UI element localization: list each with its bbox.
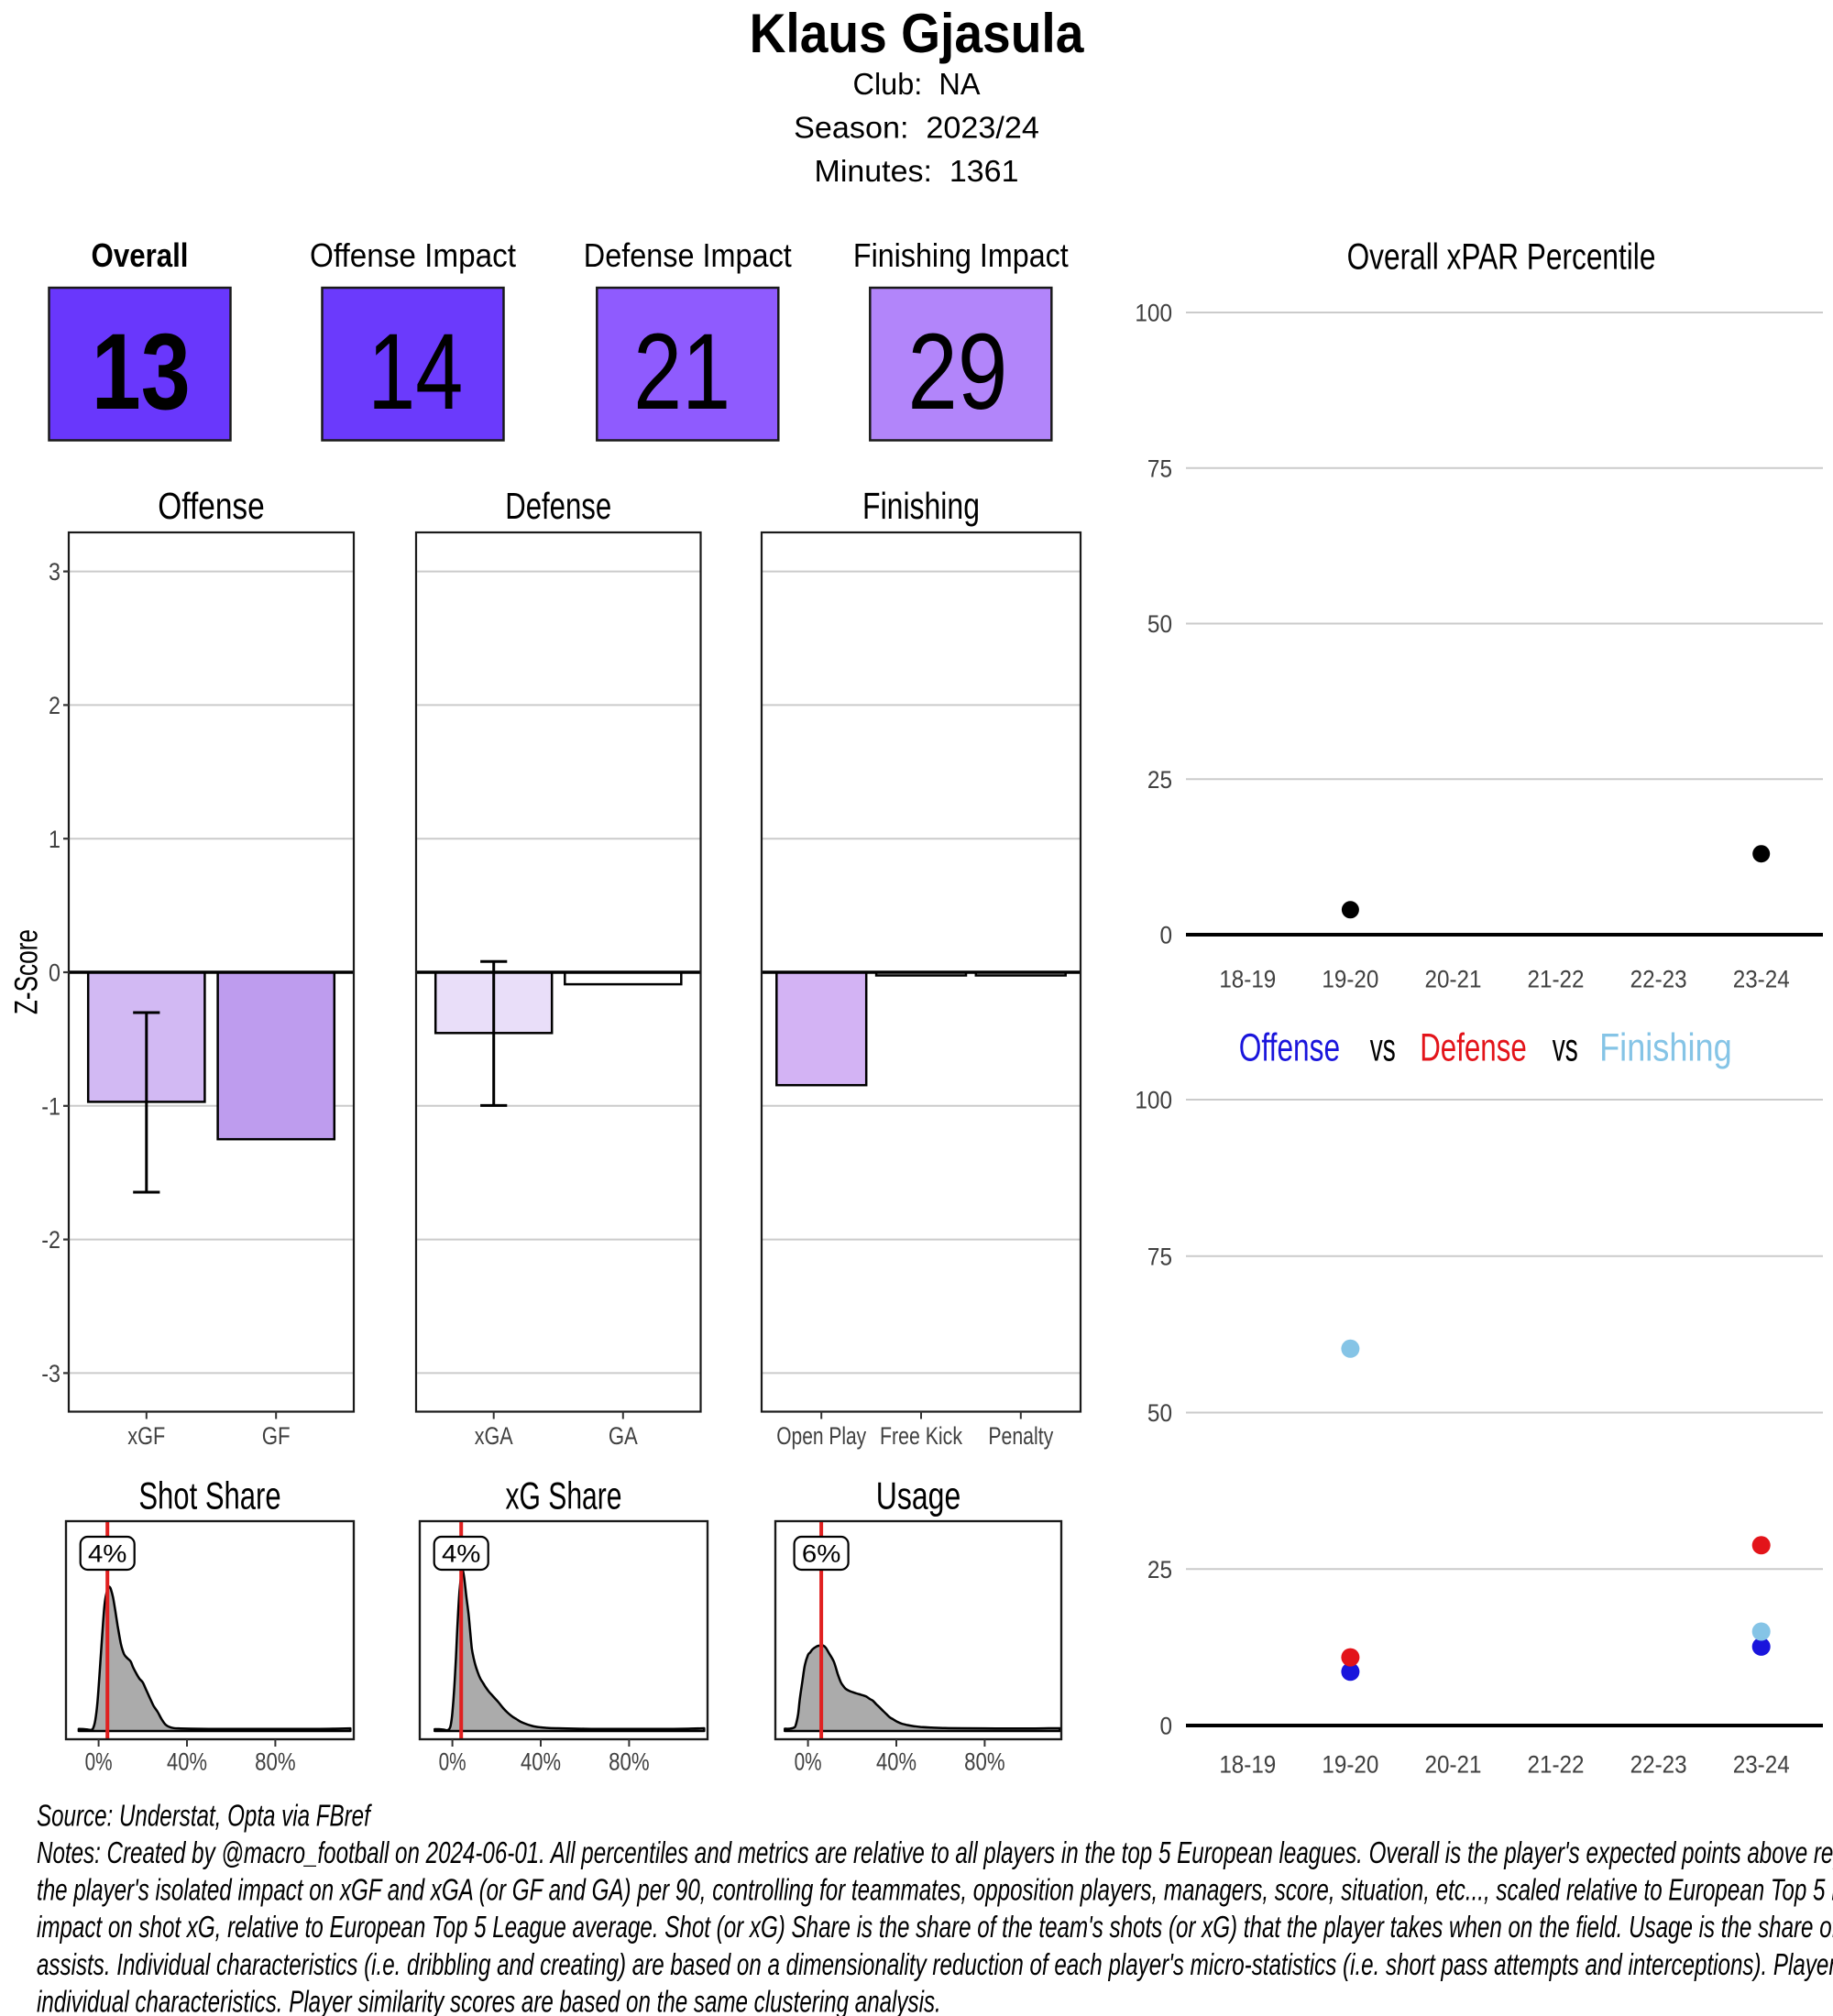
svg-text:0: 0 — [49, 959, 60, 987]
svg-text:Season: 2023/24: Season: 2023/24 — [794, 112, 1039, 145]
svg-text:22-23: 22-23 — [1630, 1752, 1687, 1779]
svg-text:25: 25 — [1147, 1557, 1172, 1583]
svg-text:xGF: xGF — [127, 1423, 165, 1451]
svg-text:the player's isolated impact o: the player's isolated impact on xGF and … — [37, 1874, 1833, 1908]
svg-text:Klaus Gjasula: Klaus Gjasula — [750, 4, 1085, 65]
svg-text:Club: NA: Club: NA — [853, 67, 981, 101]
svg-text:Overall: Overall — [92, 237, 189, 275]
svg-text:50: 50 — [1147, 611, 1172, 638]
svg-text:19-20: 19-20 — [1322, 967, 1378, 993]
svg-text:0: 0 — [1159, 1714, 1172, 1740]
svg-text:40%: 40% — [521, 1749, 561, 1776]
svg-text:6%: 6% — [802, 1539, 840, 1568]
svg-text:Finishing: Finishing — [862, 485, 980, 527]
svg-text:75: 75 — [1147, 456, 1172, 483]
svg-text:4%: 4% — [88, 1539, 126, 1568]
svg-text:assists. Individual characteri: assists. Individual characteristics (i.e… — [37, 1948, 1833, 1982]
svg-text:impact on shot xG, relative to: impact on shot xG, relative to European … — [37, 1912, 1833, 1945]
svg-text:29: 29 — [907, 311, 1007, 432]
svg-text:-3: -3 — [41, 1361, 60, 1388]
svg-text:Z-Score: Z-Score — [8, 929, 45, 1014]
svg-text:Offense Impact: Offense Impact — [310, 238, 516, 274]
svg-text:19-20: 19-20 — [1322, 1752, 1378, 1779]
svg-text:vs: vs — [1553, 1024, 1578, 1069]
svg-text:Finishing: Finishing — [1599, 1026, 1732, 1070]
svg-text:GF: GF — [262, 1423, 291, 1450]
svg-text:Shot Share: Shot Share — [138, 1474, 280, 1517]
svg-text:0%: 0% — [85, 1748, 113, 1776]
svg-text:1: 1 — [49, 826, 60, 853]
svg-text:100: 100 — [1135, 301, 1172, 327]
svg-text:Open Play: Open Play — [776, 1423, 866, 1451]
svg-text:vs: vs — [1370, 1024, 1396, 1069]
svg-text:Defense Impact: Defense Impact — [584, 237, 792, 274]
svg-text:0%: 0% — [795, 1748, 822, 1776]
svg-text:40%: 40% — [167, 1749, 207, 1776]
svg-text:Offense: Offense — [1239, 1025, 1340, 1069]
svg-text:Usage: Usage — [876, 1474, 960, 1517]
svg-text:13: 13 — [92, 311, 191, 432]
svg-text:Defense: Defense — [505, 485, 611, 527]
svg-text:Source: Understat, Opta via FB: Source: Understat, Opta via FBref — [37, 1800, 372, 1834]
svg-text:0: 0 — [1159, 923, 1172, 949]
svg-text:75: 75 — [1147, 1244, 1172, 1270]
svg-text:21: 21 — [633, 311, 730, 432]
svg-text:100: 100 — [1135, 1088, 1172, 1114]
svg-text:Finishing Impact: Finishing Impact — [853, 237, 1069, 274]
svg-text:20-21: 20-21 — [1425, 967, 1482, 993]
svg-text:Minutes: 1361: Minutes: 1361 — [815, 155, 1019, 188]
svg-text:Overall xPAR Percentile: Overall xPAR Percentile — [1347, 236, 1656, 277]
svg-text:23-24: 23-24 — [1733, 967, 1790, 993]
svg-text:23-24: 23-24 — [1733, 1752, 1790, 1779]
svg-text:18-19: 18-19 — [1219, 1752, 1276, 1779]
svg-text:Notes: Created by @macro_footb: Notes: Created by @macro_football on 202… — [37, 1836, 1833, 1870]
svg-text:GA: GA — [609, 1423, 639, 1450]
svg-text:xGA: xGA — [475, 1423, 514, 1451]
svg-text:-1: -1 — [41, 1093, 60, 1121]
svg-text:Free Kick: Free Kick — [880, 1423, 963, 1451]
svg-text:individual characteristics. Pl: individual characteristics. Player simil… — [37, 1986, 941, 2016]
svg-text:Defense: Defense — [1420, 1025, 1527, 1069]
svg-text:21-22: 21-22 — [1528, 1752, 1585, 1779]
svg-text:80%: 80% — [964, 1749, 1004, 1776]
svg-text:0%: 0% — [439, 1748, 466, 1776]
svg-text:40%: 40% — [876, 1749, 916, 1776]
svg-text:22-23: 22-23 — [1630, 967, 1687, 993]
svg-text:80%: 80% — [255, 1749, 295, 1776]
svg-text:25: 25 — [1147, 767, 1172, 794]
svg-text:20-21: 20-21 — [1425, 1752, 1482, 1779]
svg-text:50: 50 — [1147, 1400, 1172, 1427]
svg-text:14: 14 — [368, 312, 463, 433]
svg-text:18-19: 18-19 — [1219, 967, 1276, 993]
svg-text:Offense: Offense — [158, 485, 264, 527]
svg-text:21-22: 21-22 — [1528, 967, 1585, 993]
svg-text:2: 2 — [49, 693, 60, 720]
svg-text:-2: -2 — [41, 1227, 60, 1255]
svg-text:80%: 80% — [609, 1749, 649, 1776]
svg-text:3: 3 — [49, 559, 60, 586]
svg-text:xG Share: xG Share — [506, 1474, 622, 1517]
svg-text:Penalty: Penalty — [988, 1423, 1053, 1451]
svg-text:4%: 4% — [442, 1539, 480, 1568]
